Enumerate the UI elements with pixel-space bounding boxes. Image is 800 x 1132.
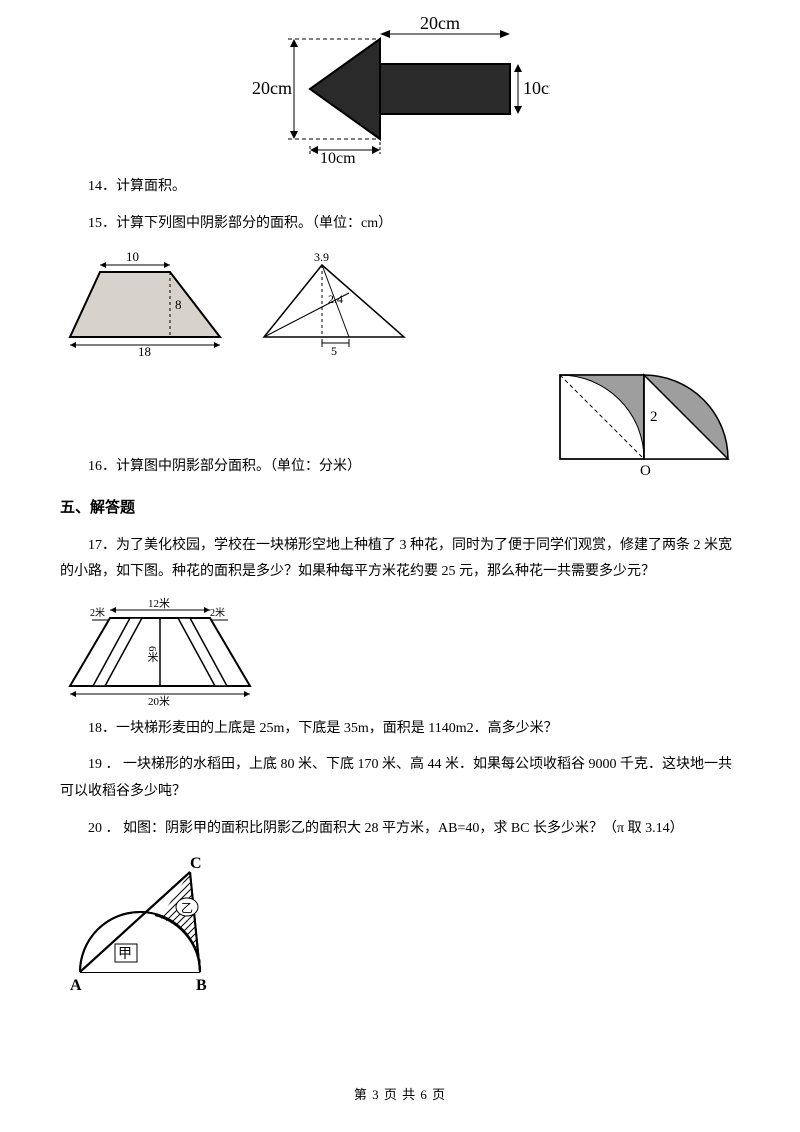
svg-text:B: B	[196, 977, 207, 994]
q16-row: 16．计算图中阴影部分面积。（单位：分米） 2 O	[60, 365, 740, 480]
q15: 15．计算下列图中阴影部分的面积。（单位：cm）	[60, 211, 740, 238]
svg-text:3.9: 3.9	[314, 250, 329, 264]
q14: 14．计算面积。	[60, 174, 740, 201]
svg-text:A: A	[70, 977, 82, 994]
svg-text:乙: 乙	[181, 901, 193, 915]
svg-text:20米: 20米	[148, 695, 170, 706]
svg-text:20cm: 20cm	[420, 14, 460, 33]
svg-text:2.4: 2.4	[328, 292, 343, 306]
svg-text:2: 2	[650, 409, 658, 425]
svg-text:2米: 2米	[90, 606, 105, 619]
svg-text:甲: 甲	[118, 947, 132, 962]
q19: 19 ． 一块梯形的水稻田，上底 80 米、下底 170 米、高 44 米．如果…	[60, 752, 740, 805]
trapezoid-figure: 8 10 18	[60, 247, 240, 357]
q14-figure: 20cm 20cm 10cm 10cm	[60, 14, 740, 164]
page-footer: 第 3 页 共 6 页	[0, 1083, 800, 1108]
q20-figure: A B C 甲 乙	[60, 852, 260, 1002]
q18: 18．一块梯形麦田的上底是 25m，下底是 35m，面积是 1140m2．高多少…	[60, 716, 740, 743]
svg-text:O: O	[640, 463, 651, 479]
svg-text:8: 8	[175, 297, 182, 312]
svg-text:2米: 2米	[210, 606, 225, 619]
q16-text: 16．计算图中阴影部分面积。（单位：分米）	[60, 454, 538, 481]
svg-text:C: C	[190, 855, 202, 872]
svg-text:12米: 12米	[148, 597, 170, 610]
svg-text:20cm: 20cm	[252, 78, 292, 98]
svg-text:10cm: 10cm	[523, 78, 550, 98]
svg-text:18: 18	[138, 344, 151, 357]
svg-text:10cm: 10cm	[320, 150, 356, 164]
section-5-heading: 五、解答题	[60, 494, 740, 523]
q16-figure: 2 O	[550, 365, 740, 480]
svg-text:6米: 6米	[146, 646, 159, 663]
svg-text:10: 10	[126, 249, 139, 264]
q17: 17．为了美化校园，学校在一块梯形空地上种植了 3 种花，同时为了便于同学们观赏…	[60, 533, 740, 586]
q17-figure: 6米 12米 2米 2米 20米	[60, 596, 260, 706]
q15-figures: 8 10 18 3.9 2.4 5	[60, 247, 740, 357]
triangle-figure: 3.9 2.4 5	[254, 247, 414, 357]
q20: 20 ． 如图：阴影甲的面积比阴影乙的面积大 28 平方米，AB=40，求 BC…	[60, 816, 740, 843]
svg-text:5: 5	[331, 344, 337, 357]
